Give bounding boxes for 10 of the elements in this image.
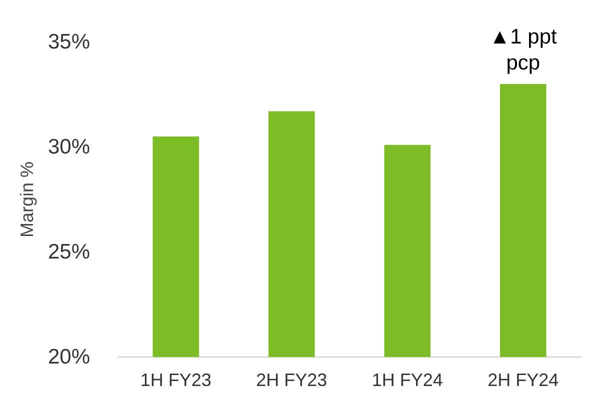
x-tick-label: 2H FY24 xyxy=(488,370,559,390)
y-axis-title: Margin % xyxy=(17,161,37,238)
x-tick-label: 2H FY23 xyxy=(256,370,328,390)
annotation: ▲1 ppt pcp xyxy=(489,26,558,74)
y-tick-label: 30% xyxy=(48,136,90,158)
y-tick-label: 25% xyxy=(48,240,90,264)
y-tick-label: 20% xyxy=(48,346,90,368)
y-tick-label: 35% xyxy=(48,30,90,54)
x-tick-label: 1H FY24 xyxy=(372,370,443,390)
x-tick-label: 1H FY23 xyxy=(140,370,212,390)
